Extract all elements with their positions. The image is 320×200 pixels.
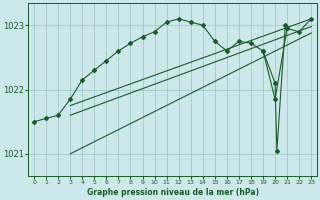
X-axis label: Graphe pression niveau de la mer (hPa): Graphe pression niveau de la mer (hPa) — [87, 188, 259, 197]
